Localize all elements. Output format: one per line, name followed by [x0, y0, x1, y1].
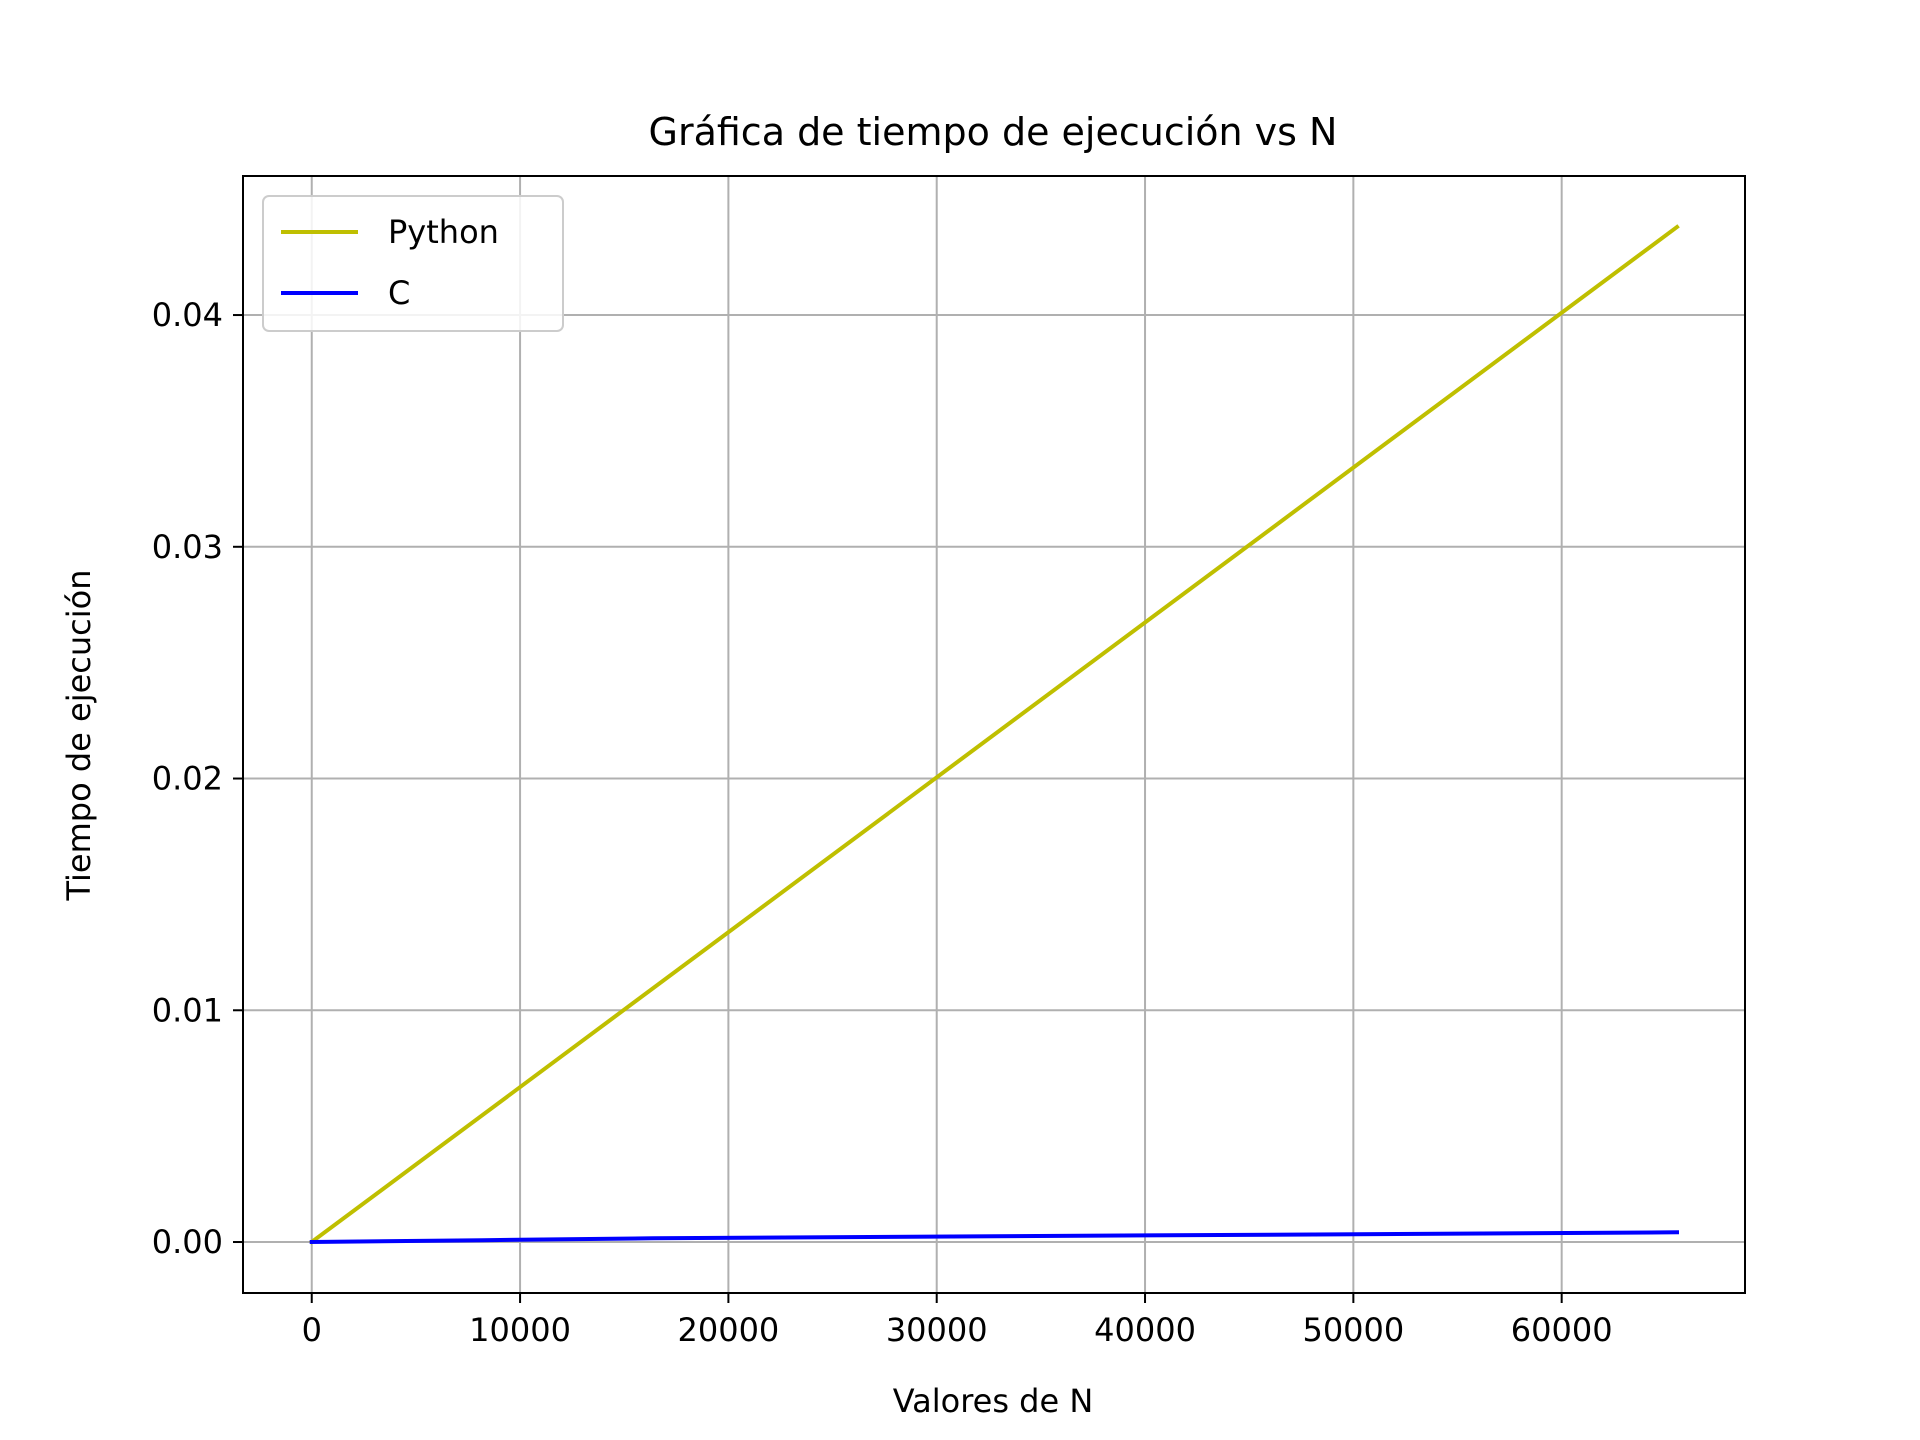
x-tick-label: 0 — [302, 1311, 322, 1349]
y-tick-label: 0.03 — [152, 528, 223, 566]
x-tick-label: 30000 — [886, 1311, 988, 1349]
y-axis-label: Tiempo de ejecución — [60, 569, 98, 901]
x-tick-label: 20000 — [677, 1311, 779, 1349]
plot-frame — [242, 175, 1746, 1294]
x-tick-label: 10000 — [469, 1311, 571, 1349]
series-line-python — [308, 224, 1680, 1245]
chart-title: Gráfica de tiempo de ejecución vs N — [649, 110, 1338, 154]
series-line-c — [309, 1230, 1680, 1245]
legend-label-python: Python — [388, 213, 499, 251]
series-lines — [308, 224, 1680, 1245]
ticks: 0 10000 20000 30000 40000 50000 60000 0.00 0.01 0… — [152, 296, 1613, 1349]
y-tick-label: 0.04 — [152, 296, 223, 334]
x-axis-label: Valores de N — [893, 1382, 1094, 1420]
legend: Python C — [262, 195, 564, 332]
y-tick-label: 0.01 — [152, 991, 223, 1029]
y-tick-label: 0.02 — [152, 760, 223, 798]
x-tick-label: 50000 — [1302, 1311, 1404, 1349]
x-tick-label: 40000 — [1094, 1311, 1196, 1349]
legend-box — [262, 195, 564, 332]
x-tick-label: 60000 — [1511, 1311, 1613, 1349]
legend-label-c: C — [388, 274, 410, 312]
y-tick-label: 0.00 — [152, 1223, 223, 1261]
